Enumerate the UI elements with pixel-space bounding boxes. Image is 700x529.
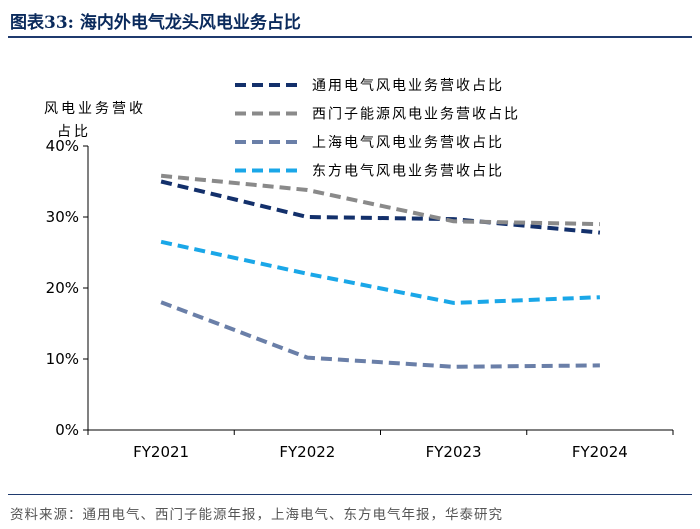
y-axis-label-cont: 占比 bbox=[57, 124, 91, 140]
legend-label: 东方电气风电业务营收占比 bbox=[312, 164, 504, 180]
x-tick-label: FY2023 bbox=[426, 443, 482, 461]
y-tick-label: 0% bbox=[55, 421, 79, 439]
source-rule bbox=[8, 494, 692, 495]
y-tick-label: 20% bbox=[46, 279, 79, 297]
legend-label: 通用电气风电业务营收占比 bbox=[312, 78, 504, 94]
y-tick-label: 30% bbox=[46, 208, 79, 226]
legend-label: 西门子能源风电业务营收占比 bbox=[312, 107, 520, 123]
y-axis-label: 风电业务营收 bbox=[44, 101, 146, 117]
series-line bbox=[160, 300, 600, 369]
legend-label: 上海电气风电业务营收占比 bbox=[312, 135, 504, 151]
series-line bbox=[160, 179, 601, 235]
x-tick-label: FY2021 bbox=[133, 443, 189, 461]
figure-title: 图表33: 海内外电气龙头风电业务占比 bbox=[10, 13, 301, 33]
title-rule bbox=[8, 36, 692, 38]
y-tick-label: 10% bbox=[46, 350, 79, 368]
series-line bbox=[160, 239, 600, 305]
line-chart: 0% 10% 20% 30% 40% FY2021 FY2022 FY2023 FY2024 风电… bbox=[44, 78, 674, 461]
x-tick-label: FY2022 bbox=[279, 443, 335, 461]
series-line bbox=[160, 173, 600, 227]
y-tick-label: 40% bbox=[46, 137, 79, 155]
x-tick-label: FY2024 bbox=[572, 443, 628, 461]
source-note: 资料来源：通用电气、西门子能源年报，上海电气、东方电气年报，华泰研究 bbox=[10, 507, 503, 523]
